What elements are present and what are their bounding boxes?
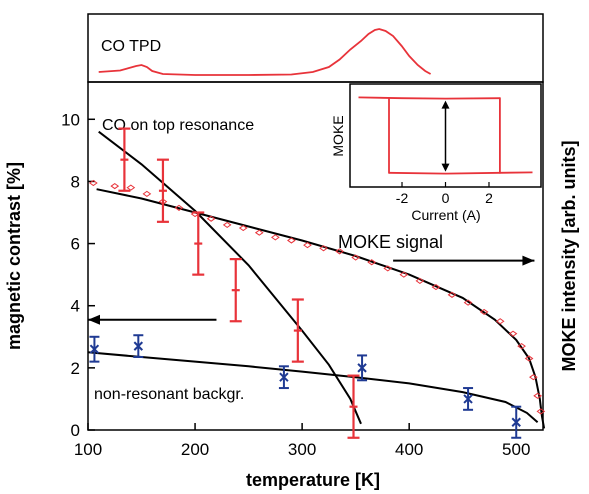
moke-point (287, 237, 296, 244)
moke-point (517, 342, 526, 350)
resonance-annotation: CO on top resonance (102, 117, 254, 134)
y-axis-label-left: magnetic contrast [%] (4, 162, 24, 350)
inset-x-tick-label: 2 (485, 190, 493, 206)
arrows (88, 255, 535, 325)
x-axis-label: temperature [K] (246, 470, 380, 490)
background-point (357, 363, 367, 373)
x-axis-ticks: 100 200 300 400 500 (74, 423, 530, 459)
moke-point (319, 245, 328, 252)
moke-point (351, 254, 361, 261)
moke-point (88, 179, 98, 187)
y-tick-label: 4 (71, 297, 80, 316)
moke-point (495, 318, 505, 325)
arrow-head (522, 255, 535, 266)
moke-point (254, 229, 264, 236)
background-points (89, 334, 522, 439)
y-tick-label: 0 (71, 421, 80, 440)
moke-point (431, 283, 441, 291)
moke-point (529, 374, 538, 381)
moke-point (335, 248, 344, 255)
x-tick-label: 200 (181, 440, 209, 459)
x-tick-label: 300 (288, 440, 316, 459)
inset-loop-line (388, 171, 533, 175)
moke-point (110, 182, 120, 190)
y-tick-label: 2 (71, 359, 80, 378)
moke-point (479, 308, 489, 316)
moke-point (533, 392, 543, 399)
moke-point (126, 184, 136, 191)
moke-point (303, 242, 312, 249)
moke-annotation: MOKE signal (338, 232, 443, 252)
background-point (89, 344, 100, 354)
background-point (463, 394, 473, 404)
inset-x-tick-label: -2 (396, 190, 409, 206)
moke-point (415, 277, 425, 284)
background-point (279, 372, 289, 382)
moke-point (399, 271, 409, 278)
inset-plot: -2 0 2 (358, 96, 533, 206)
moke-point (447, 291, 457, 298)
moke-point (367, 259, 377, 266)
fit-line (98, 130, 362, 425)
tpd-series-line (98, 28, 432, 76)
moke-point (222, 221, 232, 229)
moke-point (463, 299, 473, 306)
moke-point (142, 190, 152, 197)
moke-point (270, 234, 280, 241)
y-tick-label: 10 (61, 110, 80, 129)
moke-point (206, 215, 216, 222)
y-tick-label: 8 (71, 172, 80, 191)
inset-x-label: Current (A) (411, 207, 480, 223)
inset-loop-line (358, 96, 500, 100)
inset-x-tick-label: 0 (442, 190, 450, 206)
moke-point (508, 330, 518, 337)
y-axis-label-right: MOKE intensity [arb. units] (559, 140, 579, 371)
moke-point (524, 355, 534, 362)
moke-point (158, 198, 168, 205)
inset-y-label: MOKE (330, 115, 346, 156)
inset-arrow-head (441, 100, 450, 109)
y-axis-ticks: 0 2 4 6 8 10 (61, 110, 95, 440)
x-tick-label: 100 (74, 440, 102, 459)
tpd-panel: CO TPD (87, 13, 544, 83)
moke-point (536, 408, 546, 415)
background-point (511, 417, 521, 427)
fit-line (87, 351, 539, 423)
y-tick-label: 6 (71, 235, 80, 254)
resonance-points (118, 127, 360, 439)
moke-point (383, 265, 393, 272)
main-frame (87, 81, 544, 431)
inset: -2 0 2 Current (A) MOKE (330, 83, 542, 223)
moke-signal-points (88, 179, 546, 415)
moke-point (174, 204, 184, 211)
tpd-label: CO TPD (101, 38, 161, 55)
x-tick-label: 400 (395, 440, 423, 459)
background-point (133, 341, 144, 351)
moke-point (238, 224, 248, 232)
inset-arrow-head (441, 163, 450, 172)
x-tick-label: 500 (502, 440, 530, 459)
background-annotation: non-resonant backgr. (94, 386, 244, 403)
arrow-head (88, 314, 100, 325)
